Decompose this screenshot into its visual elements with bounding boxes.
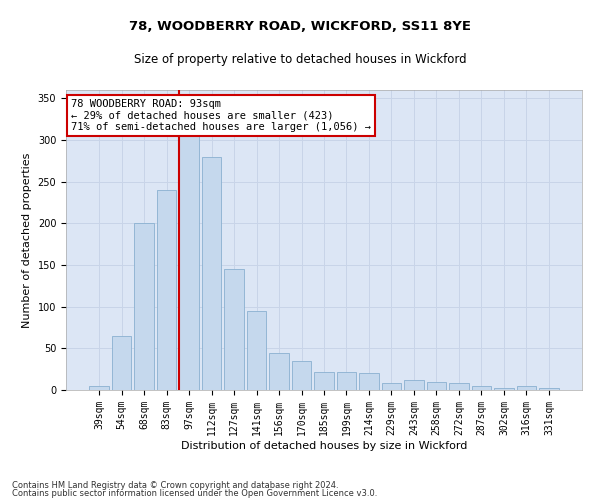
Bar bbox=[134, 224, 154, 390]
Bar bbox=[337, 372, 356, 390]
Bar bbox=[382, 384, 401, 390]
Bar bbox=[404, 380, 424, 390]
Bar bbox=[427, 382, 446, 390]
Bar bbox=[157, 190, 176, 390]
Bar bbox=[292, 361, 311, 390]
Bar bbox=[112, 336, 131, 390]
Bar bbox=[494, 388, 514, 390]
Bar bbox=[202, 156, 221, 390]
Bar bbox=[224, 269, 244, 390]
Text: 78, WOODBERRY ROAD, WICKFORD, SS11 8YE: 78, WOODBERRY ROAD, WICKFORD, SS11 8YE bbox=[129, 20, 471, 33]
Bar bbox=[89, 386, 109, 390]
Text: Contains HM Land Registry data © Crown copyright and database right 2024.: Contains HM Land Registry data © Crown c… bbox=[12, 480, 338, 490]
Bar bbox=[517, 386, 536, 390]
X-axis label: Distribution of detached houses by size in Wickford: Distribution of detached houses by size … bbox=[181, 440, 467, 450]
Bar bbox=[449, 384, 469, 390]
Y-axis label: Number of detached properties: Number of detached properties bbox=[22, 152, 32, 328]
Bar bbox=[539, 388, 559, 390]
Bar bbox=[359, 374, 379, 390]
Text: Contains public sector information licensed under the Open Government Licence v3: Contains public sector information licen… bbox=[12, 489, 377, 498]
Bar bbox=[247, 311, 266, 390]
Bar bbox=[179, 124, 199, 390]
Bar bbox=[269, 352, 289, 390]
Bar bbox=[314, 372, 334, 390]
Text: 78 WOODBERRY ROAD: 93sqm
← 29% of detached houses are smaller (423)
71% of semi-: 78 WOODBERRY ROAD: 93sqm ← 29% of detach… bbox=[71, 99, 371, 132]
Text: Size of property relative to detached houses in Wickford: Size of property relative to detached ho… bbox=[134, 52, 466, 66]
Bar bbox=[472, 386, 491, 390]
